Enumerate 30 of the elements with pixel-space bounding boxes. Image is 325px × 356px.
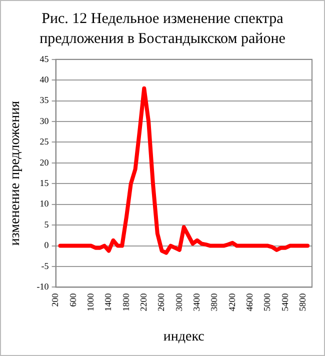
y-tick-label: -10: [36, 282, 50, 292]
y-tick-label: 10: [40, 198, 50, 209]
x-tick-label: 5800: [298, 292, 308, 312]
x-tick-label: 200: [50, 292, 60, 307]
x-tick-label: 5000: [262, 292, 272, 312]
x-tick-label: 1400: [103, 292, 114, 312]
y-tick-label: 35: [40, 95, 50, 106]
y-tick-label: 5: [44, 219, 50, 230]
y-tick-label: 25: [40, 136, 50, 147]
y-tick-label: 40: [40, 74, 50, 84]
x-tick-label: 1000: [85, 292, 96, 312]
chart-title: Рис. 12 Недельное изменение спектра предложения в Бостандыкском районе: [38, 10, 286, 49]
x-tick-label: 4600: [244, 292, 255, 312]
x-tick-label: 1800: [120, 292, 131, 312]
y-tick-label: -5: [41, 260, 50, 271]
y-tick-label: 15: [40, 178, 50, 188]
y-tick-label: 30: [40, 116, 50, 126]
x-tick-label: 4200: [226, 292, 237, 312]
x-tick-label: 3000: [174, 292, 184, 312]
x-tick-label: 600: [68, 292, 78, 307]
x-tick-label: 2200: [138, 292, 148, 312]
y-tick-label: 0: [44, 240, 50, 250]
y-tick-label: 45: [40, 54, 50, 64]
x-tick-label: 3400: [192, 292, 202, 312]
y-tick-label: 20: [40, 157, 50, 168]
x-tick-label: 3800: [209, 292, 220, 312]
x-axis-title: индекс: [163, 329, 204, 344]
y-axis-title: изменение предложения: [8, 100, 24, 246]
x-tick-label: 5400: [280, 292, 290, 312]
x-tick-label: 2600: [156, 292, 166, 312]
